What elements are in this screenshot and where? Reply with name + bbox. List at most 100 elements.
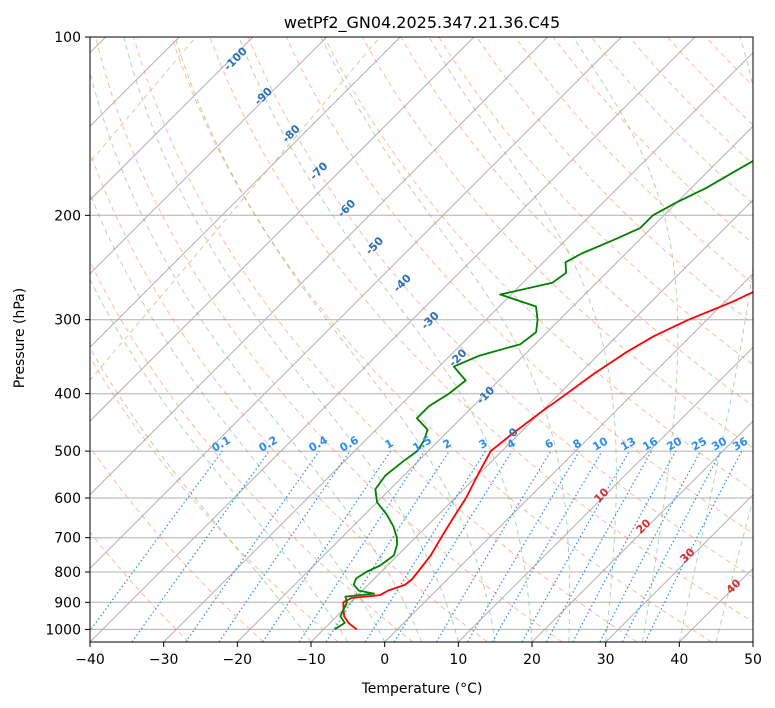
moist-adiabat-label: 20 [634, 516, 654, 536]
isotherm-gridline [90, 37, 549, 496]
dry-adiabat-label: -30 [419, 309, 442, 332]
moist-adiabat-label: 30 [678, 545, 698, 565]
x-tick-label: 40 [670, 652, 688, 668]
isotherm-gridline [163, 51, 753, 642]
mixing-ratio-line [545, 450, 653, 642]
dry-adiabat [90, 445, 264, 642]
isotherm-gridline [384, 272, 753, 642]
moist-adiabat [90, 192, 386, 642]
dry-adiabat [90, 531, 190, 642]
isotherm-gridline [531, 420, 753, 642]
y-tick-label: 800 [54, 565, 81, 581]
dry-adiabat [705, 37, 753, 87]
moist-adiabat [90, 70, 422, 642]
y-tick-label: 1000 [45, 622, 81, 638]
mixing-ratio-line [90, 450, 223, 632]
dry-adiabat-label: -10 [474, 383, 497, 406]
moist-adiabat [238, 37, 533, 642]
y-tick-label: 600 [54, 491, 81, 507]
auxiliary-curve [0, 37, 12, 642]
moist-adiabat-label: 10 [592, 485, 612, 505]
dry-adiabat-label: -60 [335, 197, 358, 220]
mixing-ratio-label: 3 [477, 437, 490, 452]
isotherm-gridline [90, 37, 401, 349]
mixing-ratio-line [298, 450, 425, 642]
moist-adiabat [123, 37, 459, 642]
mixing-ratio-line [325, 450, 450, 642]
x-tick-label: −40 [75, 652, 105, 668]
y-tick-label: 100 [54, 30, 81, 46]
moist-adiabat [90, 347, 312, 642]
isotherm-gridline [457, 346, 753, 642]
x-tick-label: 10 [449, 652, 467, 668]
mixing-ratio-line [131, 450, 270, 642]
isotherm-gridline [90, 37, 254, 201]
isotherm-gridline [752, 641, 753, 642]
auxiliary-curve [90, 37, 381, 382]
isotherm-gridline [90, 37, 622, 570]
mixing-ratio-line [185, 450, 320, 642]
chart-title: wetPf2_GN04.2025.347.21.36.C45 [284, 13, 560, 33]
x-tick-label: −20 [223, 652, 253, 668]
y-tick-label: 200 [54, 208, 81, 224]
mixing-ratio-label: 8 [571, 437, 584, 452]
dry-adiabat-label: -80 [280, 122, 303, 145]
moist-adiabat [752, 640, 753, 642]
moist-adiabat-label: 40 [724, 576, 744, 596]
x-tick-label: 50 [744, 652, 762, 668]
mixing-ratio-line [521, 450, 631, 642]
dry-adiabat-label: -20 [446, 346, 469, 369]
plot-area [0, 37, 753, 642]
y-tick-label: 400 [54, 387, 81, 403]
moist-adiabat [90, 278, 349, 642]
plot-frame [89, 36, 754, 643]
mixing-ratio-label: 2 [441, 437, 454, 452]
background-line-labels: -100-90-80-70-60-50-40-30-20-1000.1 0.2 0.… [210, 44, 751, 596]
moist-adiabat [572, 37, 679, 642]
dry-adiabat-label: -100 [221, 44, 250, 73]
mixing-ratio-line [364, 450, 486, 642]
isotherm-gridline [310, 199, 753, 642]
y-tick-label: 700 [54, 531, 81, 547]
mixing-ratio-line [572, 450, 677, 642]
x-tick-label: −30 [149, 652, 179, 668]
y-tick-label: 300 [54, 313, 81, 329]
dry-adiabat [171, 37, 712, 642]
dry-adiabat [90, 260, 414, 642]
y-axis-label: Pressure (hPa) [12, 288, 28, 388]
mixing-ratio-line [435, 450, 552, 642]
mixing-ratio-line [466, 450, 580, 642]
x-tick-label: −10 [296, 652, 326, 668]
moist-adiabat [428, 37, 617, 642]
dry-adiabat [362, 37, 753, 449]
isotherm-gridline [90, 37, 696, 642]
dry-adiabat [514, 37, 753, 285]
dry-adiabat [247, 37, 753, 578]
mixing-ratio-line [393, 450, 513, 642]
dry-adiabat [209, 37, 753, 623]
dry-adiabat [133, 37, 638, 642]
x-tick-label: 30 [597, 652, 615, 668]
axes: −40 −30 −20 −10 0 10 20 30 40 50 100 200 300 400 500 60… [45, 30, 762, 668]
moist-adiabat [715, 497, 753, 642]
mixing-ratio-line [218, 450, 351, 642]
dry-adiabat [400, 37, 753, 407]
dry-adiabat [438, 37, 753, 366]
isotherm-gridline [90, 37, 328, 275]
y-tick-label: 900 [54, 595, 81, 611]
dewpoint-profile [334, 159, 753, 631]
temperature-profile [342, 291, 753, 631]
dry-adiabat [323, 37, 753, 491]
isotherm-gridline [605, 493, 753, 642]
moist-adiabat [174, 37, 496, 642]
x-tick-label: 20 [523, 652, 541, 668]
moist-adiabat [320, 37, 571, 642]
isotherm-gridline [236, 125, 753, 642]
isotherm-gridline [90, 37, 475, 422]
mixing-ratio-line [491, 450, 603, 642]
x-tick-label: 0 [380, 652, 389, 668]
dry-adiabat-label: -50 [363, 234, 386, 257]
dry-adiabat [285, 37, 753, 534]
x-axis-label: Temperature (°C) [361, 681, 483, 697]
